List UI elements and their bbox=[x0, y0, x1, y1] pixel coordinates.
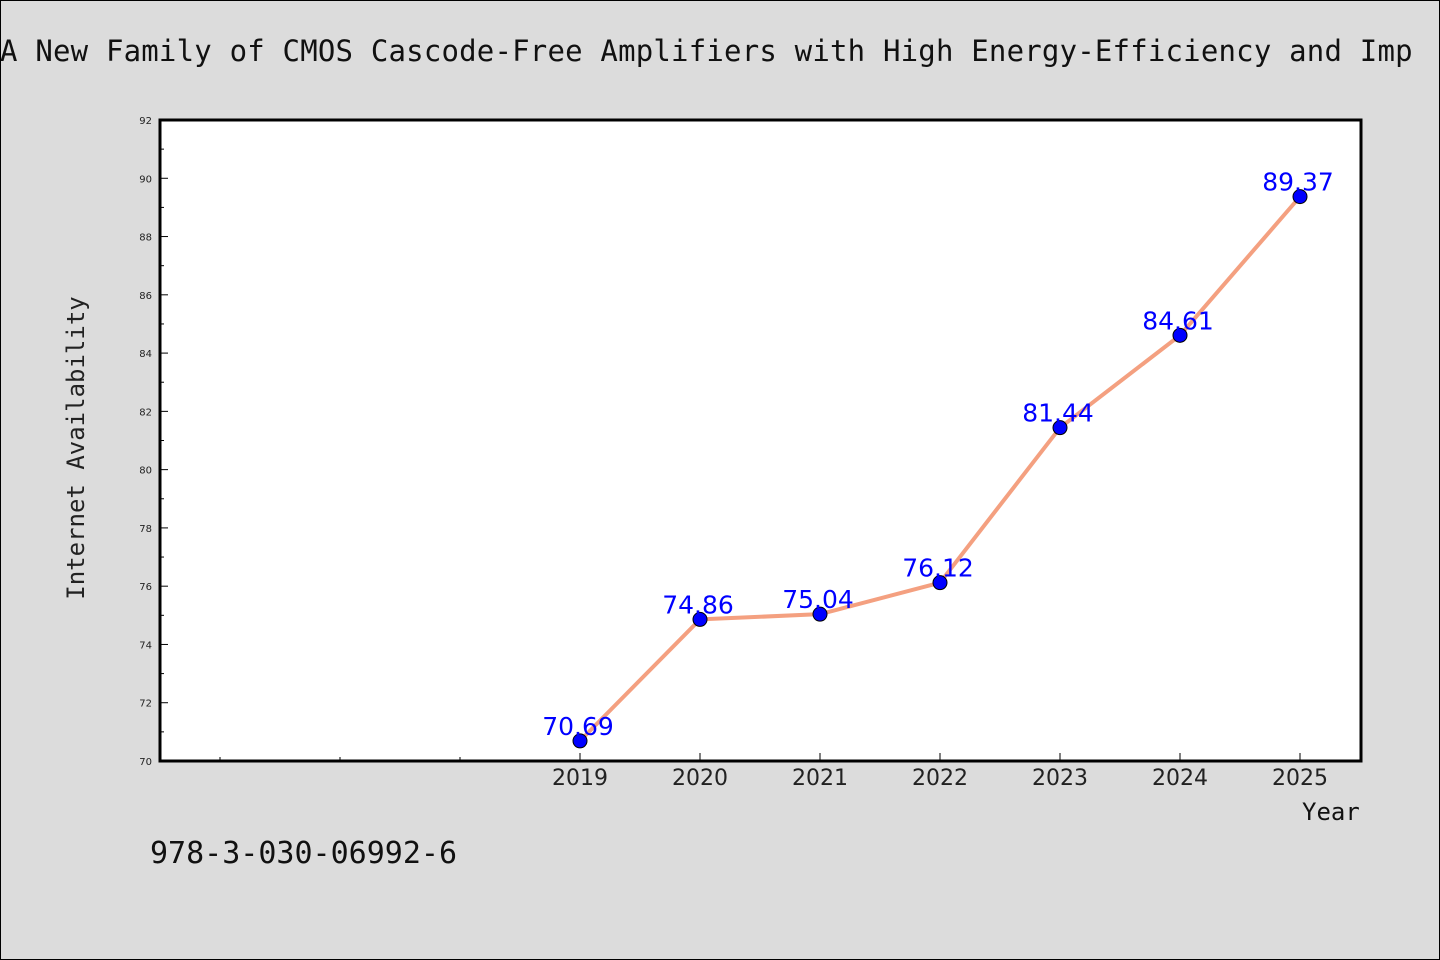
data-label: 84.61 bbox=[1142, 306, 1214, 335]
y-tick-label: 78 bbox=[139, 524, 152, 535]
x-tick-label: 2023 bbox=[1032, 766, 1088, 791]
x-tick-label: 2021 bbox=[792, 766, 848, 791]
data-point bbox=[692, 611, 708, 627]
data-labels-layer: 70.69 74.86 75.04 76.12 81.44 84.61 89.37 bbox=[542, 168, 1334, 741]
y-tick-label: 80 bbox=[139, 466, 152, 477]
data-label: 70.69 bbox=[542, 712, 614, 741]
y-tick-label: 72 bbox=[139, 699, 152, 710]
y-tick-label: 92 bbox=[139, 116, 152, 127]
data-point bbox=[1052, 420, 1068, 436]
x-tick-label: 2025 bbox=[1272, 766, 1328, 791]
y-tick-label: 76 bbox=[139, 582, 152, 593]
series-layer bbox=[572, 189, 1308, 749]
data-label: 74.86 bbox=[662, 590, 734, 619]
data-point bbox=[1292, 189, 1308, 205]
y-tick-label: 90 bbox=[139, 174, 152, 185]
data-point bbox=[1172, 327, 1188, 343]
y-axis-ticks: 70 72 74 76 78 80 82 84 86 88 90 92 bbox=[139, 116, 168, 768]
data-label: 75.04 bbox=[782, 585, 854, 614]
data-label: 76.12 bbox=[902, 554, 974, 583]
x-tick-label: 2019 bbox=[552, 766, 608, 791]
y-tick-label: 70 bbox=[139, 757, 152, 768]
x-tick-label: 2024 bbox=[1152, 766, 1208, 791]
data-point bbox=[932, 575, 948, 591]
isbn-text: 978-3-030-06992-6 bbox=[150, 836, 458, 871]
data-point bbox=[572, 733, 588, 749]
x-tick-label: 2020 bbox=[672, 766, 728, 791]
y-tick-label: 88 bbox=[139, 233, 152, 244]
y-tick-label: 84 bbox=[139, 349, 152, 360]
plot-area bbox=[158, 118, 1363, 763]
data-point bbox=[812, 606, 828, 622]
x-axis-label: Year bbox=[1302, 798, 1360, 826]
x-axis-ticks: 2019 2020 2021 2022 2023 2024 2025 bbox=[219, 753, 1328, 791]
data-label: 81.44 bbox=[1022, 399, 1094, 428]
y-tick-label: 74 bbox=[139, 640, 152, 651]
y-tick-label: 86 bbox=[139, 291, 152, 302]
chart-title: A New Family of CMOS Cascode-Free Amplif… bbox=[0, 34, 1413, 68]
data-label: 89.37 bbox=[1262, 168, 1334, 197]
y-tick-label: 82 bbox=[139, 407, 152, 418]
x-tick-label: 2022 bbox=[912, 766, 968, 791]
